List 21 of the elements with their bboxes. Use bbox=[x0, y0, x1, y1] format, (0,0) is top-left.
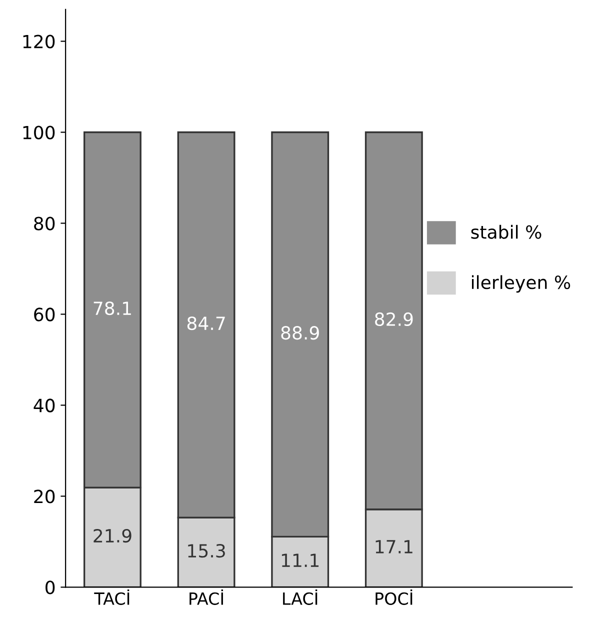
y-tick-label: 100 bbox=[23, 126, 55, 140]
data-label: 82.9 bbox=[375, 312, 413, 326]
y-tick-label: 40 bbox=[34, 398, 55, 412]
legend-label: stabil % bbox=[471, 224, 542, 239]
y-tick-label: 60 bbox=[34, 308, 55, 322]
x-tick-label: PACİ bbox=[190, 590, 223, 605]
y-tick-label: 80 bbox=[34, 216, 55, 230]
legend-label: ilerleyen % bbox=[472, 275, 570, 293]
x-tick-label: TACİ bbox=[94, 590, 130, 605]
y-tick-label: 0 bbox=[46, 580, 55, 594]
data-label: 78.1 bbox=[94, 301, 131, 316]
y-tick-label: 20 bbox=[34, 490, 55, 504]
data-label: 88.9 bbox=[281, 326, 319, 340]
x-tick-label: LACİ bbox=[283, 590, 318, 605]
data-label: 21.9 bbox=[94, 528, 132, 543]
data-label: 15.3 bbox=[188, 544, 225, 558]
x-tick-label: POCİ bbox=[376, 590, 412, 605]
data-label: 84.7 bbox=[187, 316, 225, 330]
data-label: 17.1 bbox=[376, 540, 412, 554]
y-tick-label: 120 bbox=[23, 34, 55, 48]
data-label: 11.1 bbox=[282, 554, 319, 567]
